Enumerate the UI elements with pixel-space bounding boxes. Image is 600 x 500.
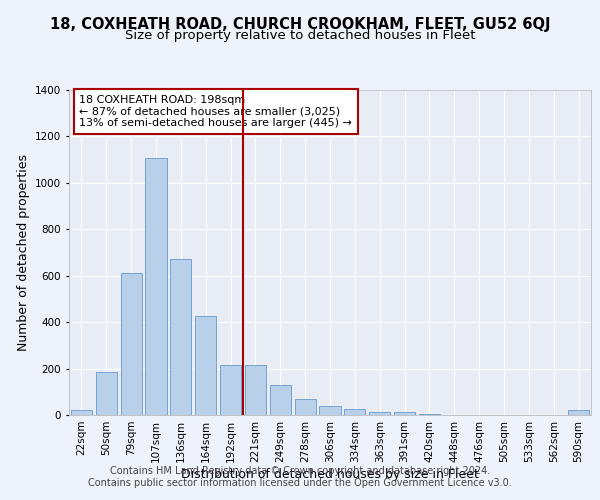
X-axis label: Distribution of detached houses by size in Fleet: Distribution of detached houses by size … [181,468,479,480]
Bar [71,410,92,415]
Bar [295,399,316,415]
Bar [170,260,191,415]
Text: Contains HM Land Registry data © Crown copyright and database right 2024.
Contai: Contains HM Land Registry data © Crown c… [88,466,512,487]
Bar [419,414,440,415]
Bar [568,410,589,415]
Text: 18, COXHEATH ROAD, CHURCH CROOKHAM, FLEET, GU52 6QJ: 18, COXHEATH ROAD, CHURCH CROOKHAM, FLEE… [50,18,550,32]
Bar [394,412,415,415]
Text: 18 COXHEATH ROAD: 198sqm
← 87% of detached houses are smaller (3,025)
13% of sem: 18 COXHEATH ROAD: 198sqm ← 87% of detach… [79,95,352,128]
Bar [319,406,341,415]
Bar [369,412,390,415]
Bar [220,365,241,415]
Bar [195,316,216,415]
Bar [96,372,117,415]
Bar [121,274,142,415]
Text: Size of property relative to detached houses in Fleet: Size of property relative to detached ho… [125,29,475,42]
Y-axis label: Number of detached properties: Number of detached properties [17,154,29,351]
Bar [145,158,167,415]
Bar [270,385,291,415]
Bar [344,408,365,415]
Bar [245,365,266,415]
